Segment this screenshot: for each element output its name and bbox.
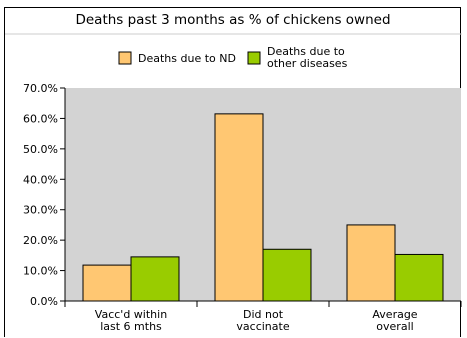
- bar-1-2: [214, 113, 264, 302]
- bar-2-1: [130, 256, 180, 302]
- bar-1-3: [346, 224, 396, 302]
- y-tick-label: 60.0%: [23, 112, 58, 125]
- bar-2-2: [262, 248, 312, 302]
- y-tick-label: 40.0%: [23, 173, 58, 186]
- bar-2-3: [394, 253, 444, 302]
- chart-title: Deaths past 3 months as % of chickens ow…: [75, 12, 390, 28]
- y-tick-label: 20.0%: [23, 234, 58, 247]
- plot-area: 0.0% 10.0% 20.0% 30.0% 40.0% 50.0% 60.0% 70.0% V…: [23, 82, 462, 333]
- category-label-line: last 6 mths: [100, 320, 162, 333]
- chart: Deaths past 3 months as % of chickens ow…: [5, 12, 462, 333]
- legend-label-line: Deaths due to: [267, 45, 345, 58]
- category-label-line: Vacc'd within: [95, 308, 167, 321]
- category-label: Average overall: [372, 308, 417, 333]
- category-label: Vacc'd within last 6 mths: [95, 308, 167, 333]
- y-tick-label: 0.0%: [30, 295, 58, 308]
- category-label-line: vaccinate: [236, 320, 289, 333]
- legend-label-line: Deaths due to ND: [138, 52, 236, 65]
- y-tick-label: 70.0%: [23, 82, 58, 95]
- category-label: Did not vaccinate: [236, 308, 289, 333]
- y-tick-label: 30.0%: [23, 204, 58, 217]
- category-label-line: overall: [376, 320, 413, 333]
- legend-swatch-1: [118, 51, 132, 65]
- legend-label-1: Deaths due to ND: [138, 52, 236, 65]
- legend: Deaths due to ND Deaths due to other disea…: [118, 45, 348, 70]
- legend-label-2: Deaths due to other diseases: [267, 45, 348, 70]
- category-label-line: Average: [372, 308, 417, 321]
- bar-1-1: [82, 264, 132, 302]
- legend-swatch-2: [247, 51, 261, 65]
- category-label-line: Did not: [243, 308, 284, 321]
- chart-frame: Deaths past 3 months as % of chickens ow…: [4, 7, 462, 337]
- y-tick-label: 50.0%: [23, 143, 58, 156]
- y-tick-label: 10.0%: [23, 265, 58, 278]
- legend-label-line: other diseases: [267, 57, 348, 70]
